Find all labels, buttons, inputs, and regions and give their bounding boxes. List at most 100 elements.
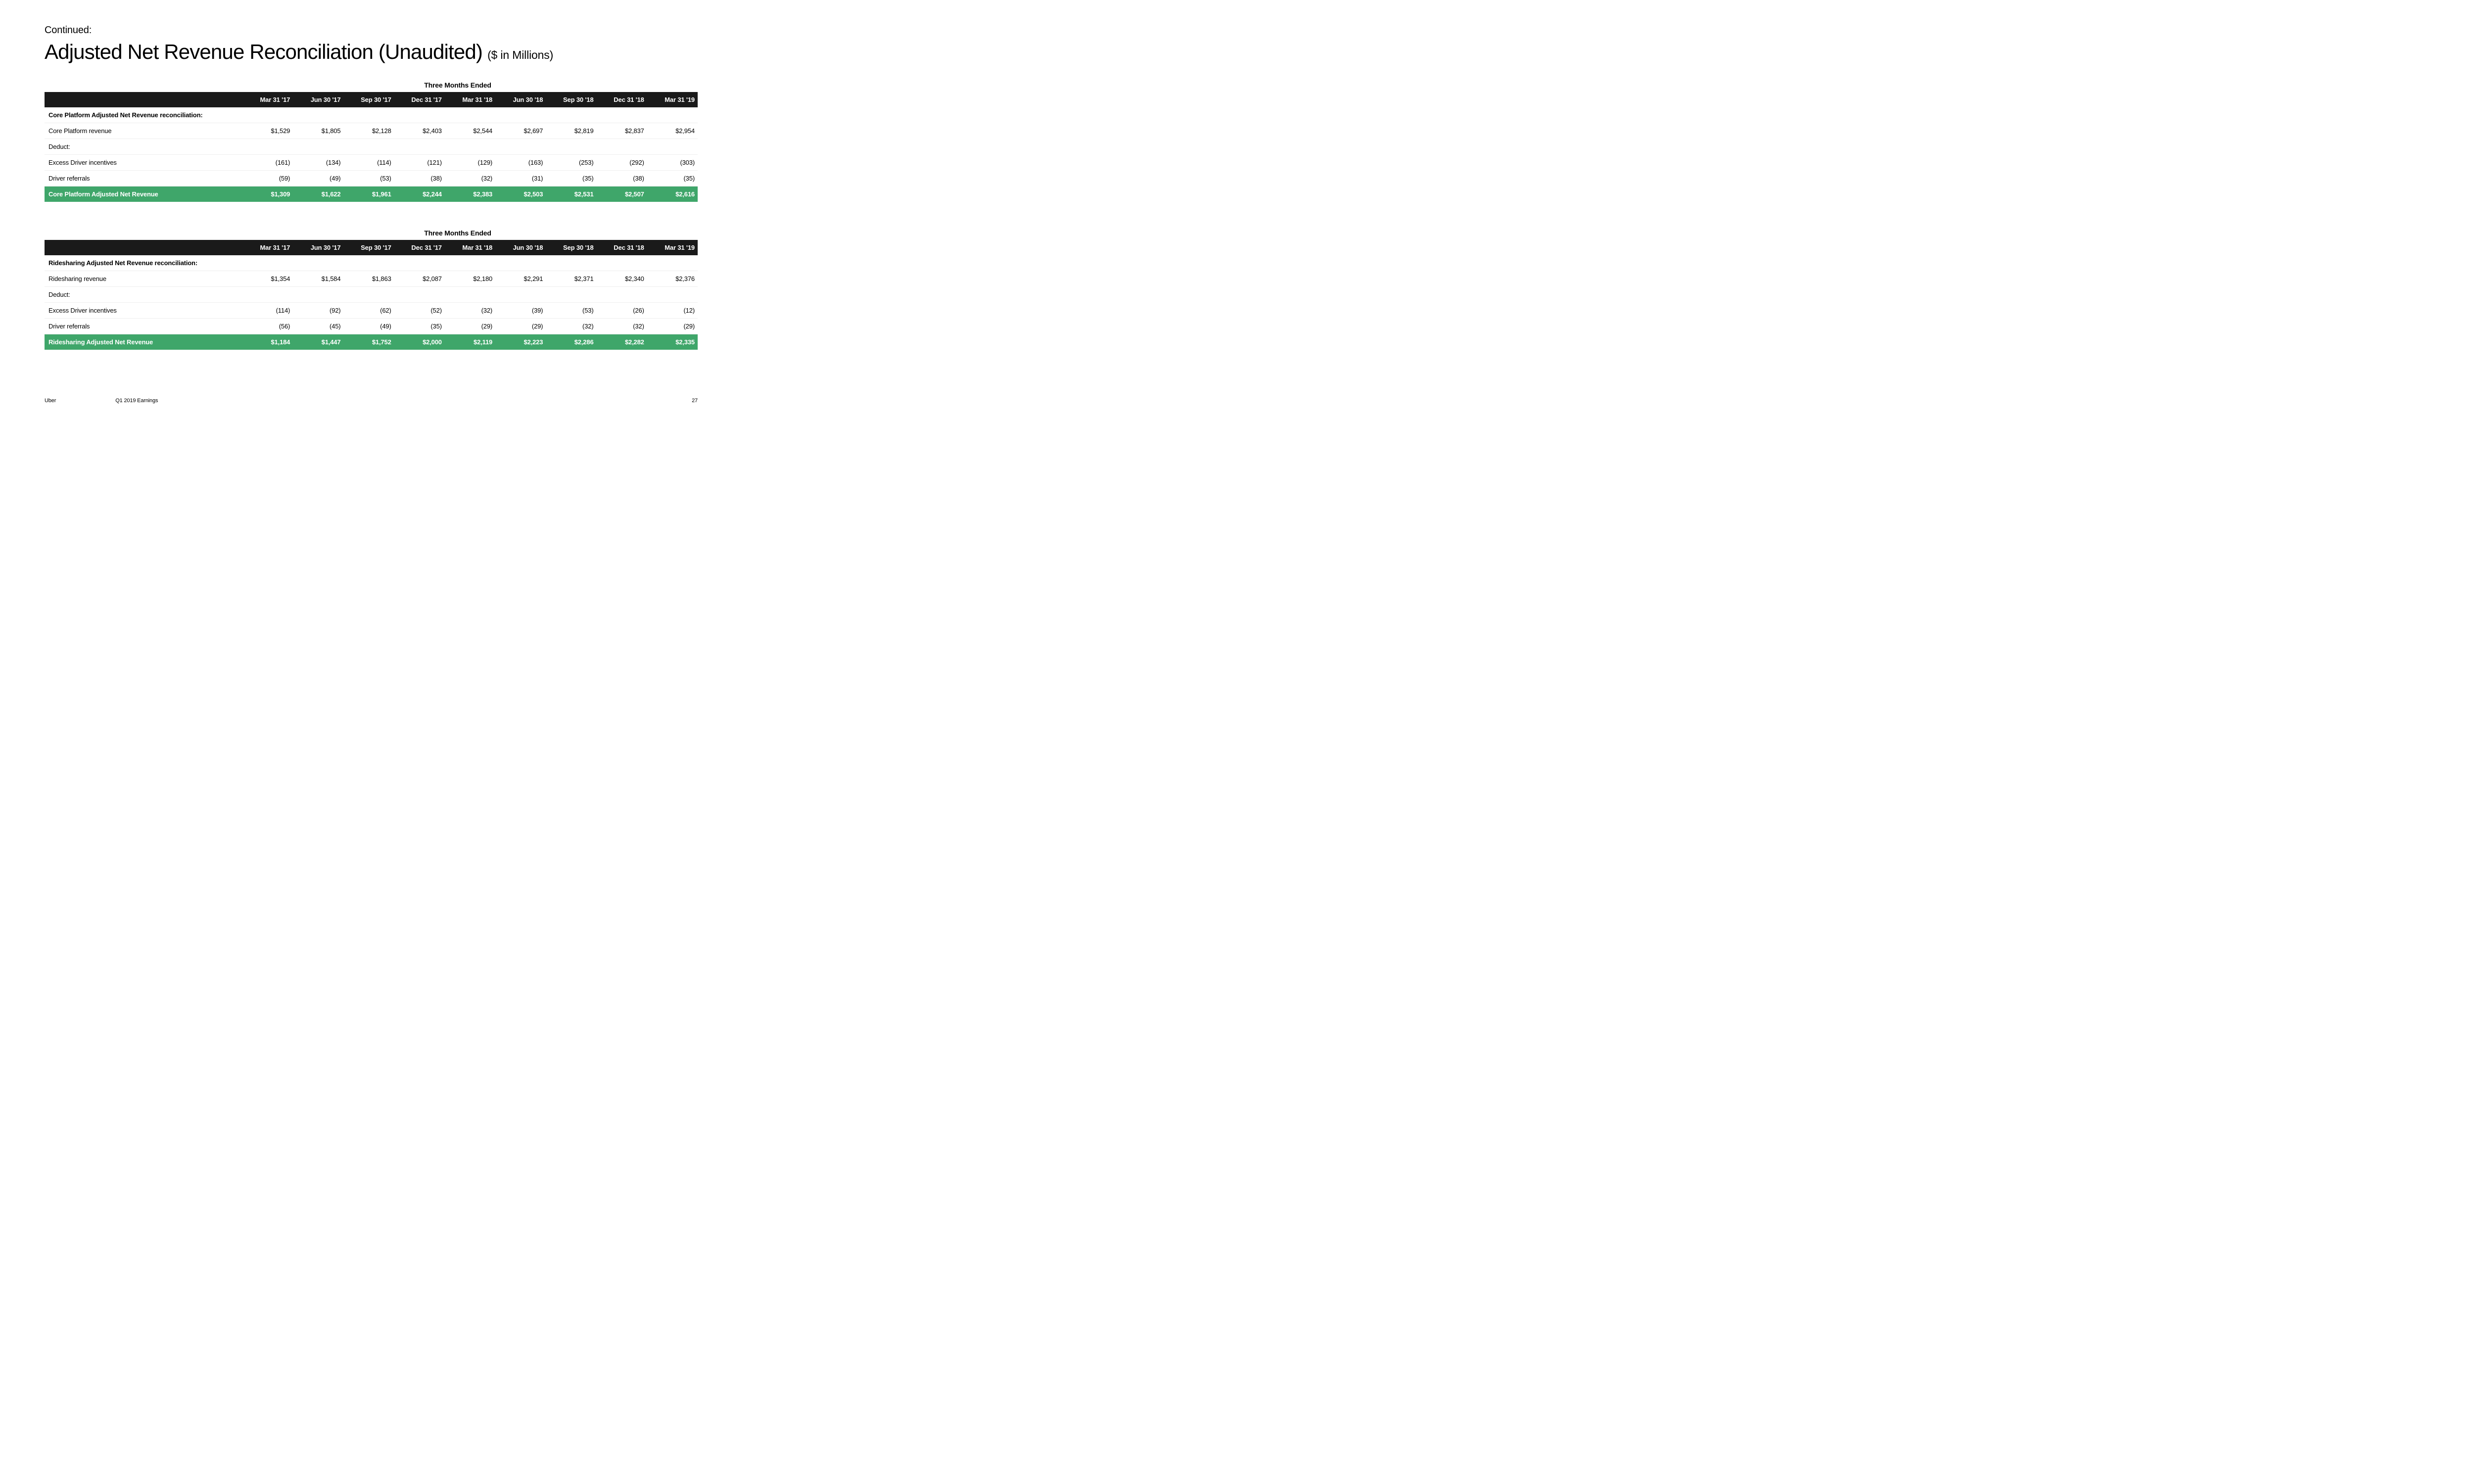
cell-value: $2,403 [394, 123, 445, 139]
cell-value: $2,000 [394, 334, 445, 350]
cell-value [445, 255, 495, 271]
cell-value: $1,309 [242, 186, 293, 202]
cell-value [445, 139, 495, 155]
table-row: Core Platform Adjusted Net Revenue$1,309… [45, 186, 698, 202]
cell-value: $2,544 [445, 123, 495, 139]
cell-value [343, 255, 394, 271]
column-header: Jun 30 '17 [293, 240, 343, 255]
row-label: Deduct: [45, 139, 242, 155]
row-label: Core Platform revenue [45, 123, 242, 139]
cell-value [597, 107, 647, 123]
cell-value [293, 255, 343, 271]
cell-value: (39) [495, 303, 546, 319]
page-subtitle: ($ in Millions) [487, 48, 553, 62]
cell-value: $1,184 [242, 334, 293, 350]
row-label: Core Platform Adjusted Net Revenue recon… [45, 107, 242, 123]
cell-value: $2,291 [495, 271, 546, 287]
cell-value [546, 107, 596, 123]
cell-value [546, 139, 596, 155]
cell-value: $1,584 [293, 271, 343, 287]
cell-value: $1,529 [242, 123, 293, 139]
table-row: Ridesharing Adjusted Net Revenue reconci… [45, 255, 698, 271]
row-label: Ridesharing revenue [45, 271, 242, 287]
cell-value: (32) [597, 319, 647, 334]
cell-value: (292) [597, 155, 647, 171]
cell-value [242, 287, 293, 303]
cell-value: $2,819 [546, 123, 596, 139]
footer-company: Uber [45, 398, 56, 404]
column-header: Jun 30 '18 [495, 240, 546, 255]
table-row: Core Platform revenue$1,529$1,805$2,128$… [45, 123, 698, 139]
cell-value [343, 139, 394, 155]
cell-value: $2,244 [394, 186, 445, 202]
cell-value [647, 107, 698, 123]
column-header: Dec 31 '17 [394, 92, 445, 107]
cell-value [647, 139, 698, 155]
table-block: Three Months EndedMar 31 '17Jun 30 '17Se… [45, 81, 698, 202]
financial-table: Mar 31 '17Jun 30 '17Sep 30 '17Dec 31 '17… [45, 240, 698, 350]
cell-value: (56) [242, 319, 293, 334]
cell-value: (32) [445, 171, 495, 186]
cell-value [495, 255, 546, 271]
cell-value: $2,119 [445, 334, 495, 350]
cell-value [445, 287, 495, 303]
cell-value: (114) [242, 303, 293, 319]
cell-value [343, 107, 394, 123]
column-header: Mar 31 '18 [445, 240, 495, 255]
cell-value: $2,616 [647, 186, 698, 202]
page-title: Adjusted Net Revenue Reconciliation (Una… [45, 40, 482, 64]
cell-value: (26) [597, 303, 647, 319]
column-header: Dec 31 '18 [597, 92, 647, 107]
cell-value [597, 139, 647, 155]
cell-value: (163) [495, 155, 546, 171]
table-row: Driver referrals(59)(49)(53)(38)(32)(31)… [45, 171, 698, 186]
row-label: Ridesharing Adjusted Net Revenue reconci… [45, 255, 242, 271]
cell-value: (35) [546, 171, 596, 186]
cell-value: $2,087 [394, 271, 445, 287]
column-header: Sep 30 '18 [546, 240, 596, 255]
cell-value: $2,340 [597, 271, 647, 287]
cell-value [242, 139, 293, 155]
cell-value: (29) [495, 319, 546, 334]
financial-table: Mar 31 '17Jun 30 '17Sep 30 '17Dec 31 '17… [45, 92, 698, 202]
row-label: Core Platform Adjusted Net Revenue [45, 186, 242, 202]
cell-value: (32) [546, 319, 596, 334]
cell-value [445, 107, 495, 123]
column-header-label [45, 92, 242, 107]
cell-value [546, 287, 596, 303]
cell-value: (29) [647, 319, 698, 334]
column-header: Mar 31 '17 [242, 240, 293, 255]
cell-value [495, 287, 546, 303]
column-header: Mar 31 '19 [647, 240, 698, 255]
cell-value: $2,286 [546, 334, 596, 350]
cell-value: $2,376 [647, 271, 698, 287]
cell-value: (114) [343, 155, 394, 171]
table-row: Deduct: [45, 287, 698, 303]
title-row: Adjusted Net Revenue Reconciliation (Una… [45, 40, 698, 64]
cell-value: (35) [647, 171, 698, 186]
cell-value [647, 255, 698, 271]
cell-value: (161) [242, 155, 293, 171]
cell-value [495, 139, 546, 155]
cell-value: $2,282 [597, 334, 647, 350]
column-header: Dec 31 '17 [394, 240, 445, 255]
table-row: Excess Driver incentives(114)(92)(62)(52… [45, 303, 698, 319]
cell-value [293, 287, 343, 303]
column-header: Mar 31 '18 [445, 92, 495, 107]
cell-value: (32) [445, 303, 495, 319]
cell-value: $1,447 [293, 334, 343, 350]
row-label: Excess Driver incentives [45, 303, 242, 319]
cell-value: $1,752 [343, 334, 394, 350]
cell-value: (121) [394, 155, 445, 171]
cell-value: (35) [394, 319, 445, 334]
column-header: Mar 31 '17 [242, 92, 293, 107]
cell-value: $1,961 [343, 186, 394, 202]
cell-value: (31) [495, 171, 546, 186]
cell-value: (53) [343, 171, 394, 186]
cell-value: $2,371 [546, 271, 596, 287]
cell-value: (29) [445, 319, 495, 334]
cell-value: (38) [597, 171, 647, 186]
cell-value: $2,335 [647, 334, 698, 350]
table-row: Excess Driver incentives(161)(134)(114)(… [45, 155, 698, 171]
row-label: Driver referrals [45, 319, 242, 334]
